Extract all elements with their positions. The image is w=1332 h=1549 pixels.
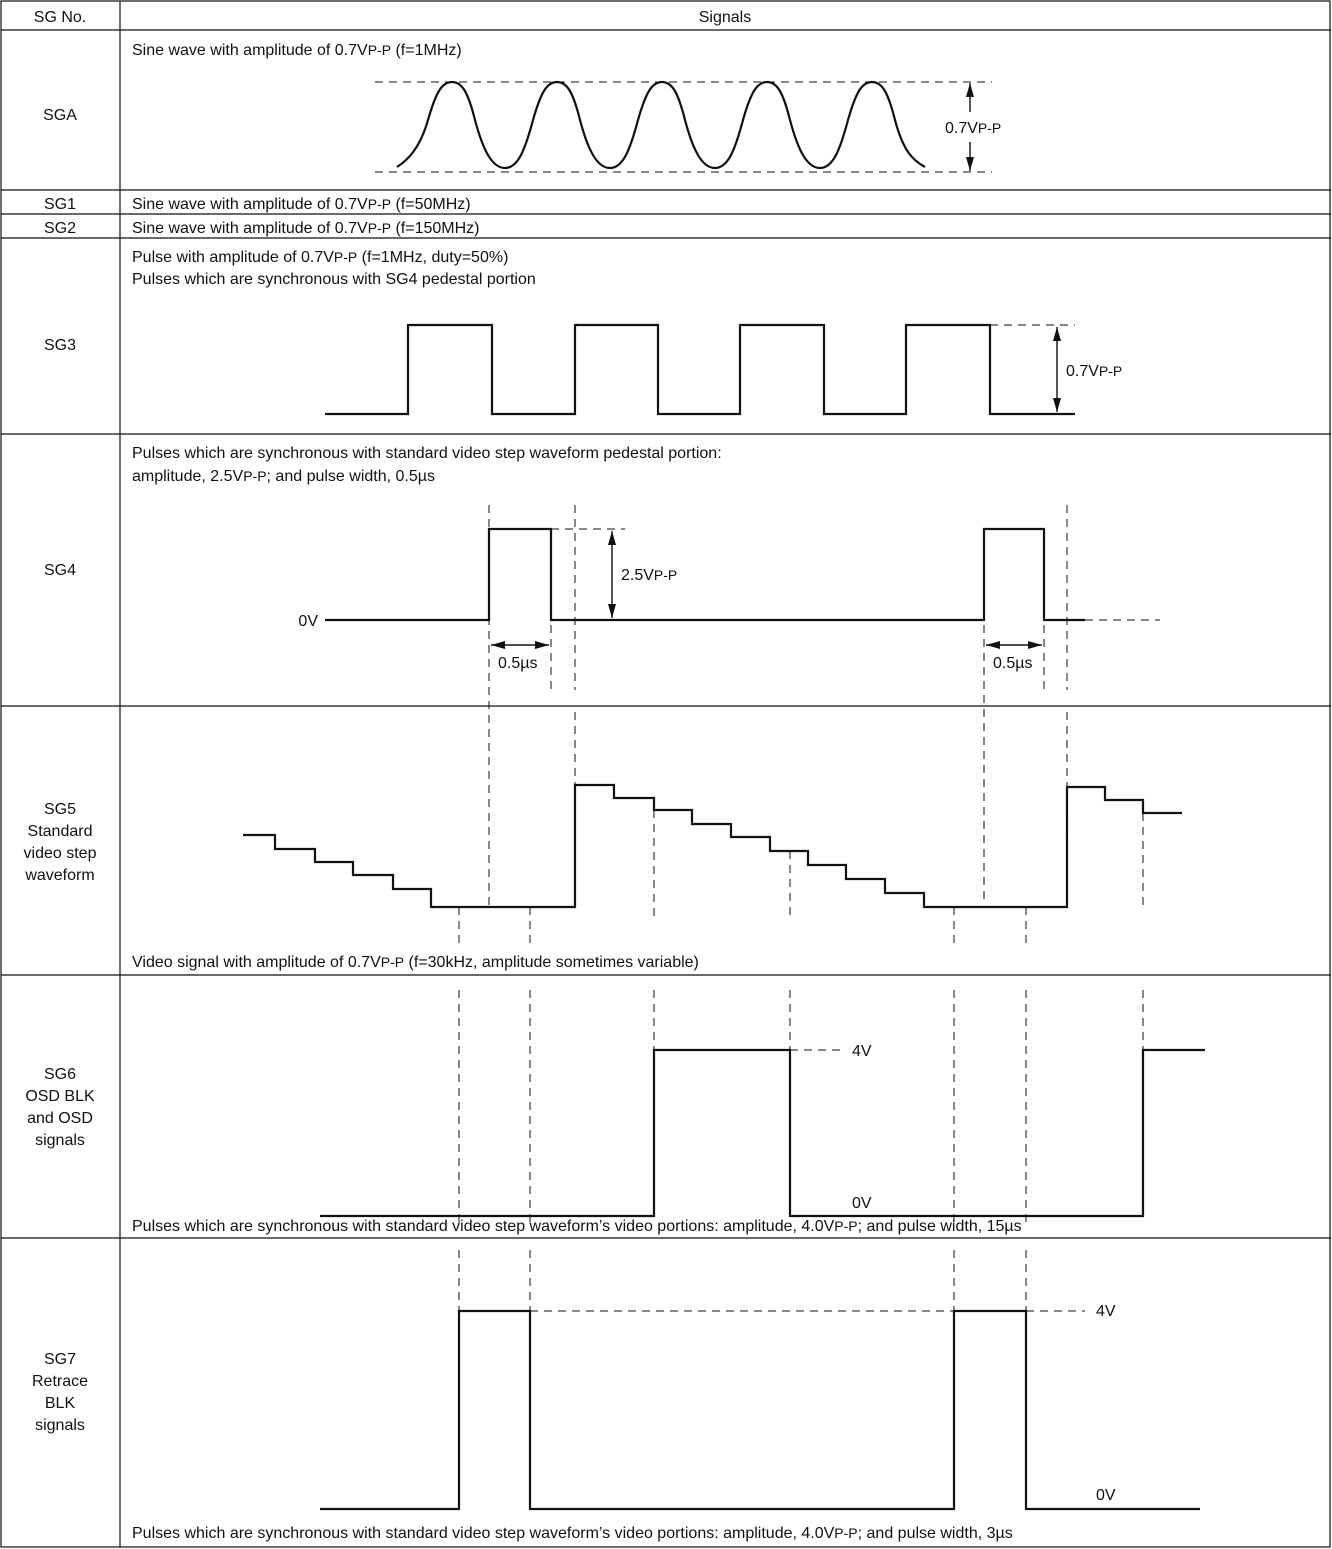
sg6-id: SG6 [44, 1066, 76, 1083]
timing-guides-upper [488, 505, 1068, 905]
sg6-waveform [320, 990, 1205, 1225]
sg6-pulse-train [320, 1048, 1205, 1218]
sg3-amplitude-label: 0.7VP-P [1066, 363, 1122, 380]
sg4-description-line2: amplitude, 2.5VP-P; and pulse width, 0.5… [132, 468, 435, 485]
sga-amplitude-label: 0.7VP-P [945, 120, 1001, 137]
sg6-name-line-3: signals [35, 1132, 85, 1149]
sg7-pulse-train [320, 1309, 1200, 1511]
sg3-description: Pulse with amplitude of 0.7VP-P (f=1MHz,… [132, 249, 508, 266]
sg7-description: Pulses which are synchronous with standa… [132, 1525, 1013, 1542]
sg4-amplitude-label: 2.5VP-P [621, 567, 677, 584]
sg6-name-line-1: OSD BLK [25, 1088, 95, 1105]
sg4-waveform [325, 527, 1160, 649]
sg5-description: Video signal with amplitude of 0.7VP-P (… [132, 954, 699, 971]
sg5-waveform [243, 783, 1182, 945]
sg7-low-label: 0V [1096, 1487, 1116, 1504]
sg3-pulse-train [325, 323, 1075, 416]
sga-description: Sine wave with amplitude of 0.7VP-P (f=1… [132, 42, 462, 59]
sg7-high-label: 4V [1096, 1303, 1116, 1320]
sg6-low-label: 0V [852, 1195, 872, 1212]
sg5-name-line-1: Standard [28, 823, 93, 840]
sg4-id: SG4 [44, 562, 76, 579]
sg4-width-label-1: 0.5µs [498, 655, 537, 672]
sg4-pulse-train [325, 527, 1085, 622]
sg5-name-line-2: video step [24, 845, 97, 862]
sg5-name-line-3: waveform [24, 867, 94, 884]
sg6-description: Pulses which are synchronous with standa… [132, 1218, 1022, 1235]
sg4-width-label-2: 0.5µs [993, 655, 1032, 672]
sg2-id: SG2 [44, 220, 76, 237]
sg1-description: Sine wave with amplitude of 0.7VP-P (f=5… [132, 196, 471, 213]
sg4-description: Pulses which are synchronous with standa… [132, 445, 722, 462]
sga-sine-wave [396, 80, 926, 170]
sg7-name-line-1: Retrace [32, 1373, 88, 1390]
header-sg-no: SG No. [34, 9, 86, 26]
sg5-step-waveform [243, 783, 1182, 909]
sg7-id: SG7 [44, 1351, 76, 1368]
sg4-zero-label: 0V [298, 613, 318, 630]
sg6-high-label: 4V [852, 1043, 872, 1060]
sg3-waveform [325, 323, 1075, 416]
sg3-id: SG3 [44, 337, 76, 354]
sg7-name-line-2: BLK [45, 1395, 76, 1412]
sga-waveform [375, 80, 992, 173]
sg3-description-line2: Pulses which are synchronous with SG4 pe… [132, 271, 536, 288]
sg6-name-line-2: and OSD [27, 1110, 93, 1127]
sg7-waveform [320, 1250, 1200, 1511]
sg1-id: SG1 [44, 196, 76, 213]
sg2-description: Sine wave with amplitude of 0.7VP-P (f=1… [132, 220, 480, 237]
sg7-name-line-3: signals [35, 1417, 85, 1434]
sga-id: SGA [43, 107, 77, 124]
sg5-id: SG5 [44, 801, 76, 818]
header-signals: Signals [699, 9, 751, 26]
